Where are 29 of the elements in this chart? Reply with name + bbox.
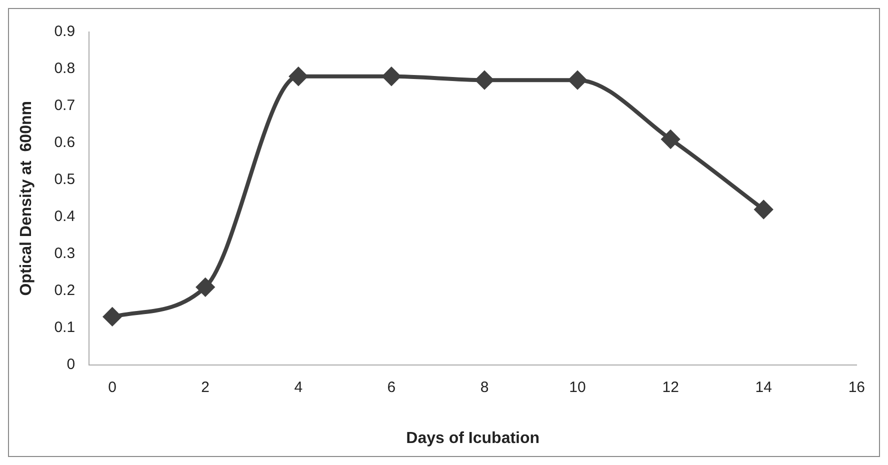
point [196,278,214,296]
point [662,130,680,148]
x-axis-title: Days of Icubation [406,430,540,447]
y-tick-label: 0.6 [54,134,76,152]
x-tick-label: 8 [480,378,489,396]
point [568,71,587,90]
x-tick-label: 12 [662,378,679,396]
point [382,67,400,86]
y-tick-label: 0.3 [54,245,76,262]
x-tick-label: 4 [294,378,303,396]
point [475,71,494,90]
y-tick-label: 0 [66,356,76,373]
x-tick-label: 10 [569,378,586,396]
y-tick-label: 0.4 [54,208,76,226]
y-tick-label: 0.7 [54,97,76,114]
y-tick-label: 0.5 [54,171,76,188]
y-tick-label: 0.1 [54,318,76,336]
x-tick-label: 6 [387,378,396,396]
y-tick-label: 0.2 [54,282,76,299]
x-tick-label: 16 [848,378,865,396]
point [289,67,308,86]
point [103,308,122,326]
x-tick-label: 2 [201,378,210,396]
y-axis-title: Optical Density at 600nm [18,101,36,296]
x-tick-label: 14 [755,378,772,396]
y-tick-label: 0.8 [54,60,76,78]
y-tick-label: 0.9 [54,23,76,40]
point [754,200,773,218]
x-tick-label: 0 [108,378,116,396]
